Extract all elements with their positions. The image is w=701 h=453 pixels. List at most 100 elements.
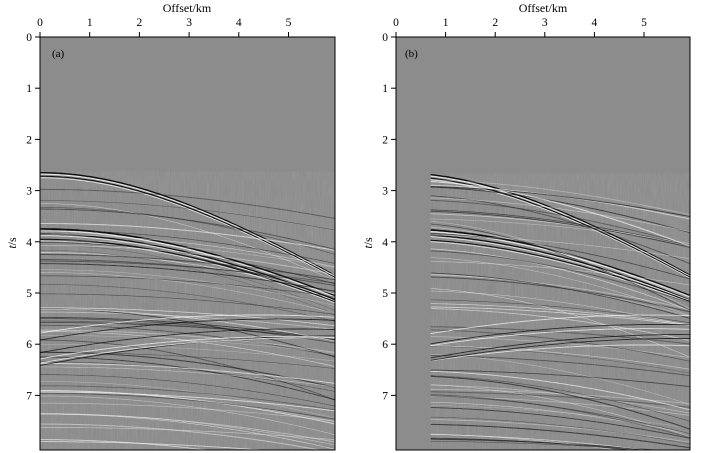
panel-a-weak-event bbox=[40, 259, 335, 286]
panel-b-reflection-trough bbox=[430, 236, 690, 302]
panel-b-weak-event bbox=[430, 226, 690, 300]
panel-a-y-tick-label: 7 bbox=[26, 390, 32, 402]
panel-b-weak-event bbox=[430, 299, 690, 323]
panel-b-x-tick-label: 3 bbox=[542, 17, 548, 29]
panel-a-y-tick-label: 1 bbox=[26, 83, 32, 95]
panel-b-weak-event bbox=[430, 384, 690, 438]
panel-a-label: (a) bbox=[52, 48, 65, 60]
panel-a-reflection-trough bbox=[40, 177, 335, 279]
panel-b-reflection bbox=[430, 234, 690, 301]
panel-a-weak-event bbox=[40, 413, 335, 450]
panel-b-y-axis-var: t bbox=[361, 245, 375, 249]
panel-a-weak-event bbox=[40, 316, 335, 341]
panel-b-weak-event bbox=[430, 233, 690, 280]
panel-a-weak-event bbox=[40, 402, 335, 422]
panel-a-weak-event bbox=[40, 188, 335, 219]
panel-a-weak-event bbox=[40, 307, 335, 327]
panel-a-reflection bbox=[40, 233, 335, 301]
panel-a-weak-event bbox=[40, 389, 335, 425]
panel-a-x-tick-label: 3 bbox=[186, 17, 192, 29]
panel-a-y-axis-title: t/s bbox=[5, 237, 19, 249]
panel-b-weak-event bbox=[430, 186, 690, 234]
panel-a-weak-event bbox=[40, 395, 335, 436]
panel-b-y-axis-unit: /s bbox=[361, 237, 375, 245]
panel-a-x-tick-label: 0 bbox=[37, 17, 43, 29]
panel-b-diffraction bbox=[430, 338, 690, 361]
panel-b-weak-event bbox=[430, 248, 690, 311]
panel-b-weak-event bbox=[430, 220, 690, 310]
panel-a-weak-event bbox=[40, 203, 335, 281]
panel-b-weak-event bbox=[430, 437, 635, 450]
panel-a-weak-event bbox=[40, 229, 335, 264]
panel-b-frame bbox=[395, 36, 691, 451]
panel-b-weak-event bbox=[430, 197, 690, 233]
panel-a-diffraction bbox=[40, 318, 335, 341]
panel-a-weak-event bbox=[40, 269, 335, 306]
panel-b-y-tick-label: 2 bbox=[382, 134, 388, 146]
panel-a-weak-event bbox=[40, 392, 335, 420]
panel-b-weak-event bbox=[430, 441, 651, 450]
panel-b-weak-event bbox=[430, 375, 690, 422]
panel-b-y-tick-label: 5 bbox=[382, 288, 388, 300]
panel-a-weak-event bbox=[40, 244, 335, 275]
panel-b-weak-event bbox=[430, 391, 690, 408]
panel-a-weak-event bbox=[40, 366, 335, 387]
panel-a-diffraction bbox=[40, 336, 335, 360]
panel-b-y-tick-label: 6 bbox=[382, 339, 388, 351]
panel-a-weak-event bbox=[40, 234, 335, 268]
panel-a-y-tick-label: 4 bbox=[26, 237, 32, 249]
panel-a-y-tick-label: 2 bbox=[26, 134, 32, 146]
panel-b-weak-event bbox=[430, 369, 690, 388]
panel-b-reflection bbox=[430, 239, 690, 303]
panel-a-weak-event bbox=[40, 244, 335, 311]
panel-b-weak-event bbox=[430, 261, 690, 286]
panel-b-x-axis-title: Offset/km bbox=[519, 1, 568, 15]
panel-b-weak-event bbox=[430, 401, 690, 435]
panel-b-diffraction bbox=[430, 344, 690, 362]
panel-b-weak-event bbox=[430, 209, 690, 246]
panel-a-y-tick-label: 5 bbox=[26, 288, 32, 300]
panel-a-frame bbox=[39, 36, 336, 451]
panel-b-weak-event bbox=[430, 375, 690, 430]
panel-a-y-axis-unit: /s bbox=[5, 237, 19, 245]
panel-a-weak-event bbox=[40, 275, 335, 298]
panel-a-data-texture bbox=[40, 171, 335, 450]
panel-a-weak-event bbox=[40, 339, 335, 401]
panel-b-weak-event bbox=[430, 345, 690, 370]
panel-b-seismic-events bbox=[430, 173, 690, 450]
panel-a-reflection-trough bbox=[40, 240, 335, 304]
panel-b-weak-event bbox=[430, 210, 690, 248]
panel-b-weak-event bbox=[430, 395, 690, 435]
panel-a-weak-event bbox=[40, 329, 335, 354]
panel-a-weak-event bbox=[40, 293, 335, 315]
panel-a-weak-event bbox=[40, 391, 335, 412]
panel-a-weak-event bbox=[40, 362, 335, 384]
panel-a-weak-event bbox=[40, 308, 335, 342]
panel-a-reflection bbox=[40, 175, 335, 279]
panel-a-x-axis-title: Offset/km bbox=[163, 1, 212, 15]
panel-a-reflection-trough bbox=[40, 229, 335, 298]
panel-b-diffraction bbox=[430, 314, 690, 335]
panel-a-weak-event bbox=[40, 222, 335, 251]
panel-b-y-axis-title: t/s bbox=[361, 237, 375, 249]
panel-a-y-tick-label: 3 bbox=[26, 186, 32, 198]
panel-b-weak-event bbox=[430, 199, 690, 246]
panel-b-weak-event bbox=[430, 306, 690, 326]
panel-a: (a) bbox=[39, 36, 336, 451]
panel-a-x-tick-label: 5 bbox=[286, 17, 292, 29]
panel-b-weak-event bbox=[430, 434, 650, 450]
panel-a-weak-event bbox=[40, 374, 335, 407]
panel-a-weak-event bbox=[40, 200, 335, 231]
panel-b-weak-event bbox=[430, 223, 690, 311]
panel-a-weak-event bbox=[40, 208, 335, 250]
panel-a-seismic-events bbox=[40, 171, 335, 450]
panel-a-weak-event bbox=[40, 318, 335, 344]
panel-b-weak-event bbox=[430, 329, 690, 362]
panel-b-x-tick-label: 4 bbox=[592, 17, 598, 29]
panel-b-reflection-trough bbox=[430, 241, 690, 304]
panel-b-weak-event bbox=[430, 370, 690, 411]
panel-a-diffraction bbox=[40, 314, 335, 334]
panel-a-weak-event bbox=[40, 252, 335, 295]
panel-b-weak-event bbox=[430, 274, 690, 310]
